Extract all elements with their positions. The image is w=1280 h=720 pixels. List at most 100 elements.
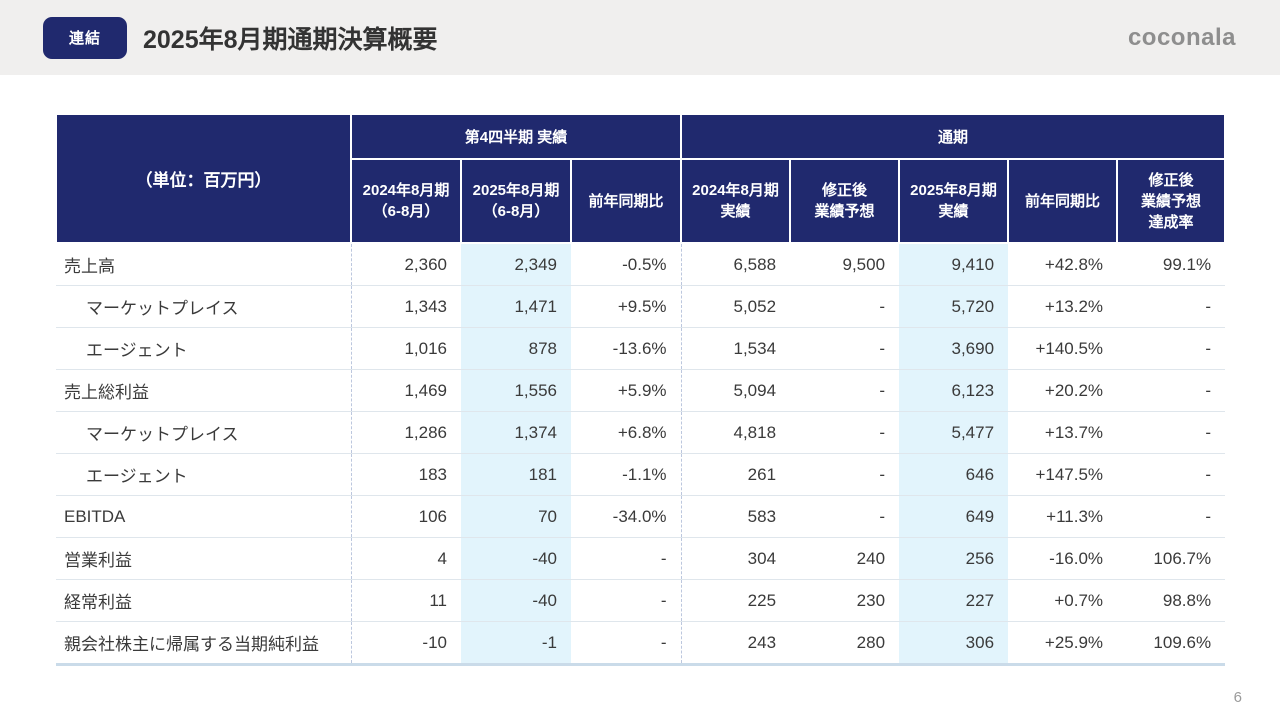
- value-cell: -: [790, 495, 900, 538]
- value-cell: -: [1117, 327, 1226, 370]
- value-cell: 9,410: [899, 243, 1009, 286]
- value-cell: +0.7%: [1008, 579, 1118, 622]
- value-cell: -: [1117, 369, 1226, 412]
- value-cell: 5,052: [681, 285, 791, 328]
- row-label: 売上高: [56, 243, 352, 286]
- value-cell: 183: [351, 453, 461, 496]
- value-cell: 280: [790, 621, 900, 666]
- column-header-cell-2: 前年同期比: [569, 158, 683, 244]
- value-cell: 181: [461, 453, 571, 496]
- value-cell: 5,477: [899, 411, 1009, 454]
- unit-header-cell: （単位：百万円）: [55, 113, 352, 244]
- value-cell: 583: [681, 495, 791, 538]
- column-header-cell-7: 修正後 業績予想 達成率: [1116, 158, 1227, 244]
- value-cell: 109.6%: [1117, 621, 1226, 666]
- value-cell: 304: [681, 537, 791, 580]
- value-cell: -: [571, 579, 682, 622]
- row-label: EBITDA: [56, 495, 352, 538]
- value-cell: 106: [351, 495, 461, 538]
- value-cell: -: [571, 537, 682, 580]
- value-cell: 5,094: [681, 369, 791, 412]
- slide-header: 連結 2025年8月期通期決算概要 coconala: [0, 0, 1280, 75]
- value-cell: +11.3%: [1008, 495, 1118, 538]
- value-cell: +13.2%: [1008, 285, 1118, 328]
- table-row: エージェント 183 181 -1.1% 261-646 +147.5% -: [56, 453, 1226, 496]
- column-header-cell-4: 修正後 業績予想: [789, 158, 901, 244]
- row-label: エージェント: [56, 453, 352, 496]
- row-label: 売上総利益: [56, 369, 352, 412]
- value-cell: 6,123: [899, 369, 1009, 412]
- page-title: 2025年8月期通期決算概要: [143, 25, 438, 54]
- value-cell: 1,556: [461, 369, 571, 412]
- value-cell: 99.1%: [1117, 243, 1226, 286]
- value-cell: 243: [681, 621, 791, 666]
- value-cell: 2,360: [351, 243, 461, 286]
- value-cell: +6.8%: [571, 411, 682, 454]
- value-cell: -: [790, 285, 900, 328]
- value-cell: -0.5%: [571, 243, 682, 286]
- value-cell: -10: [351, 621, 461, 666]
- value-cell: 230: [790, 579, 900, 622]
- row-label: 経常利益: [56, 579, 352, 622]
- value-cell: -: [571, 621, 682, 666]
- value-cell: -16.0%: [1008, 537, 1118, 580]
- financial-results-table: （単位：百万円） 第4四半期 実績 通期 2024年8月期 （6-8月） 2025年8月…: [55, 113, 1227, 666]
- value-cell: -: [790, 327, 900, 370]
- table-row: EBITDA 106 70 -34.0% 583-649 +11.3% -: [56, 495, 1226, 538]
- value-cell: -: [1117, 453, 1226, 496]
- value-cell: 3,690: [899, 327, 1009, 370]
- value-cell: +9.5%: [571, 285, 682, 328]
- coconala-logo: coconala: [1127, 23, 1236, 51]
- value-cell: -: [1117, 411, 1226, 454]
- table-row: 経常利益 11 -40-225 230 227 +0.7% 98.8%: [56, 579, 1226, 622]
- value-cell: 1,374: [461, 411, 571, 454]
- value-cell: 9,500: [790, 243, 900, 286]
- value-cell: -1.1%: [571, 453, 682, 496]
- value-cell: 1,016: [351, 327, 461, 370]
- value-cell: 1,534: [681, 327, 791, 370]
- value-cell: 4: [351, 537, 461, 580]
- column-header-cell-1: 2025年8月期 （6-8月）: [460, 158, 572, 244]
- value-cell: 4,818: [681, 411, 791, 454]
- table-row: 売上高 2,360 2,349 -0.5% 6,588 9,500 9,410 +42.8% 9…: [56, 243, 1226, 286]
- table-row: マーケットプレイス 1,343 1,471 +9.5% 5,052-5,720 +13.2…: [56, 285, 1226, 328]
- value-cell: -: [1117, 285, 1226, 328]
- row-label: マーケットプレイス: [56, 285, 352, 328]
- row-label: エージェント: [56, 327, 352, 370]
- value-cell: 70: [461, 495, 571, 538]
- value-cell: -: [790, 411, 900, 454]
- table-row: 親会社株主に帰属する当期純利益 -10 -1-243 280 306 +25.9% 109.…: [56, 621, 1226, 666]
- column-header-cell-3: 2024年8月期 実績: [680, 158, 792, 244]
- value-cell: +13.7%: [1008, 411, 1118, 454]
- value-cell: 6,588: [681, 243, 791, 286]
- column-header-cell-5: 2025年8月期 実績: [898, 158, 1010, 244]
- value-cell: +20.2%: [1008, 369, 1118, 412]
- value-cell: -34.0%: [571, 495, 682, 538]
- value-cell: -: [1117, 495, 1226, 538]
- column-header-cell-0: 2024年8月期 （6-8月）: [350, 158, 462, 244]
- row-label: 親会社株主に帰属する当期純利益: [56, 621, 352, 666]
- column-header-cell-6: 前年同期比: [1007, 158, 1119, 244]
- value-cell: -: [790, 453, 900, 496]
- value-cell: 98.8%: [1117, 579, 1226, 622]
- value-cell: 1,469: [351, 369, 461, 412]
- value-cell: 646: [899, 453, 1009, 496]
- value-cell: +140.5%: [1008, 327, 1118, 370]
- value-cell: 261: [681, 453, 791, 496]
- consolidated-badge: 連結: [43, 16, 127, 59]
- value-cell: +42.8%: [1008, 243, 1118, 286]
- value-cell: 649: [899, 495, 1009, 538]
- value-cell: 11: [351, 579, 461, 622]
- table-row: 売上総利益 1,469 1,556 +5.9% 5,094-6,123 +20.2% -: [56, 369, 1226, 412]
- value-cell: 1,286: [351, 411, 461, 454]
- group-header-cell-1: 通期: [680, 113, 1227, 160]
- row-label: マーケットプレイス: [56, 411, 352, 454]
- value-cell: -13.6%: [571, 327, 682, 370]
- value-cell: 106.7%: [1117, 537, 1226, 580]
- table-row: エージェント 1,016 878 -13.6% 1,534-3,690 +140.5% -: [56, 327, 1226, 370]
- value-cell: 225: [681, 579, 791, 622]
- value-cell: 1,343: [351, 285, 461, 328]
- value-cell: -40: [461, 579, 571, 622]
- table-row: 営業利益 4 -40-304 240 256 -16.0% 106.7%: [56, 537, 1226, 580]
